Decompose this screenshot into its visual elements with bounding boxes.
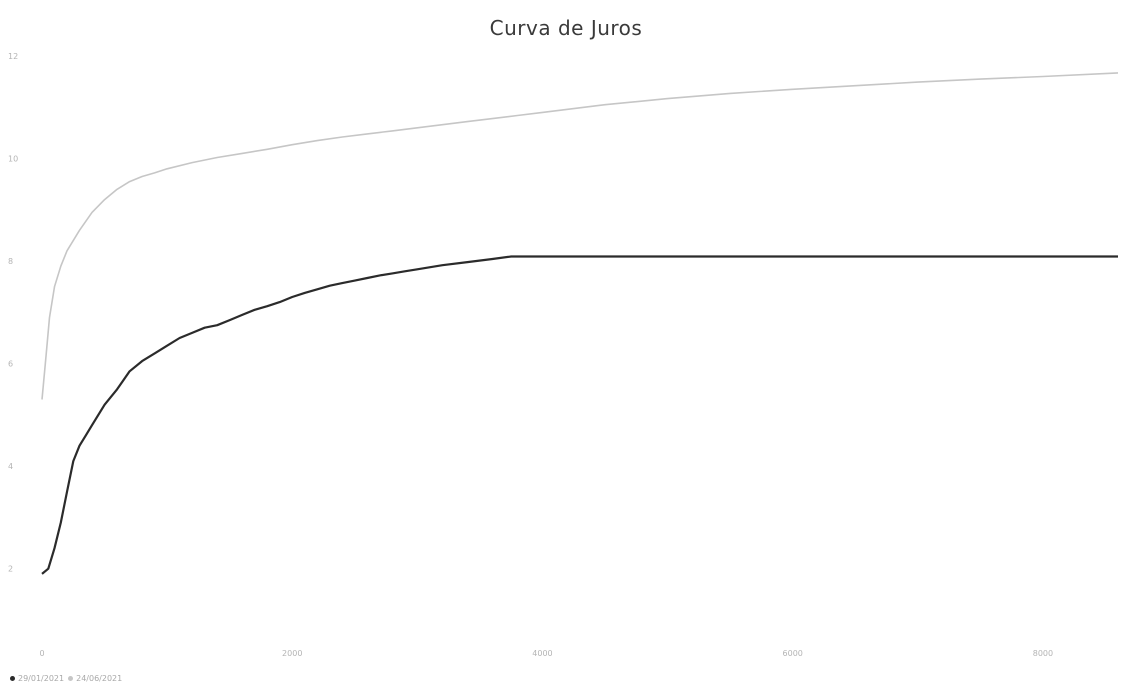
y-tick-label: 4	[8, 462, 13, 471]
legend-item[interactable]: 29/01/2021	[10, 674, 64, 683]
y-tick-label: 10	[8, 155, 18, 164]
legend-marker-icon	[10, 675, 15, 681]
y-tick-label: 12	[8, 52, 18, 61]
chart-title: Curva de Juros	[489, 16, 643, 40]
legend-label: 29/01/2021	[18, 673, 65, 683]
x-tick-label: 8000	[1033, 649, 1053, 658]
legend-item[interactable]: 24/06/2021	[68, 674, 122, 683]
x-tick-label: 0	[39, 649, 44, 658]
x-tick-label: 4000	[532, 649, 552, 658]
series-line	[41, 255, 1118, 575]
x-tick-label: 2000	[282, 649, 302, 658]
series-line	[41, 72, 1119, 400]
legend-label: 24/06/2021	[76, 673, 123, 683]
y-tick-label: 8	[8, 257, 13, 266]
y-tick-label: 2	[8, 565, 13, 574]
legend: 29/01/2021 24/06/2021	[10, 671, 126, 685]
x-tick-label: 6000	[783, 649, 803, 658]
legend-marker-icon	[68, 675, 74, 681]
y-tick-label: 6	[8, 360, 13, 369]
